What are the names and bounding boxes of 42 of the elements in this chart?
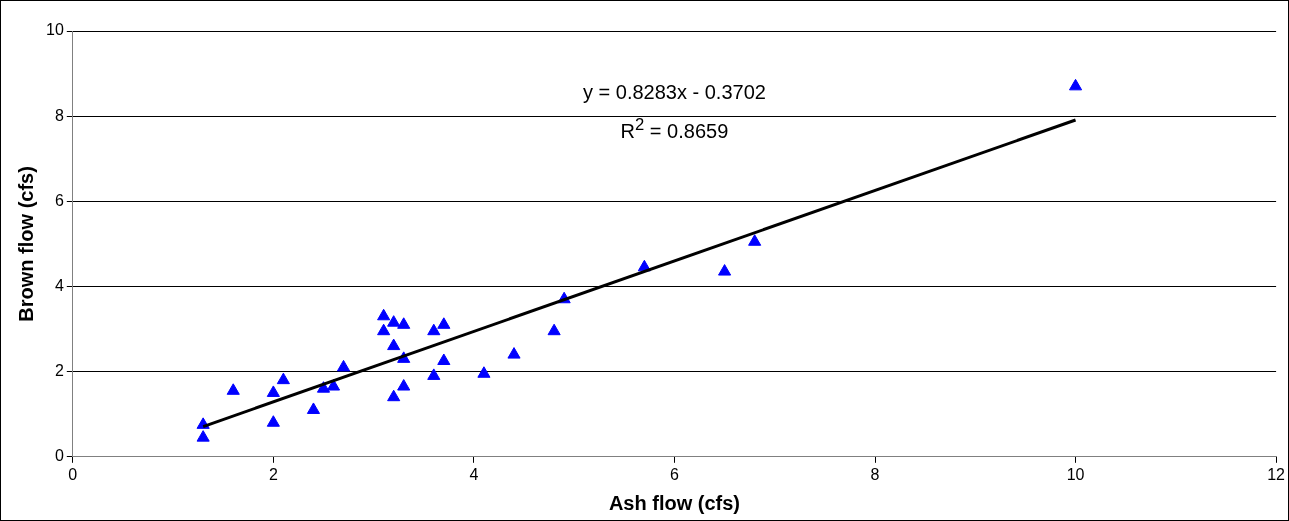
point: [547, 323, 561, 336]
point: [397, 379, 411, 391]
annotation: y = 0.8283x - 0.3702: [582, 81, 766, 104]
point: [377, 308, 391, 321]
point: [477, 366, 491, 378]
point: [266, 415, 280, 427]
point: [748, 234, 762, 246]
point: [437, 317, 451, 329]
point: [387, 338, 401, 351]
point: [387, 389, 401, 402]
y-axis-title: Brown flow (cfs): [14, 166, 37, 322]
point: [427, 323, 441, 336]
point: [1068, 78, 1083, 91]
y-tick-label: 6: [54, 191, 64, 209]
point: [507, 347, 521, 359]
y-tick-label: 4: [54, 276, 64, 294]
point: [226, 383, 240, 395]
point: [718, 264, 732, 276]
annotation: R$^{2}$ = 0.8659: [620, 115, 729, 143]
x-tick-label: 4: [469, 465, 479, 483]
x-tick-label: 12: [1267, 465, 1286, 483]
point: [326, 379, 341, 391]
x-tick-label: 0: [68, 465, 78, 483]
x-tick-label: 2: [268, 465, 278, 483]
point: [336, 359, 351, 372]
x-axis-title: Ash flow (cfs): [608, 491, 741, 514]
point: [266, 385, 280, 397]
x-tick-label: 10: [1066, 465, 1085, 483]
point: [437, 353, 451, 365]
y-tick-label: 0: [54, 447, 64, 465]
y-tick-label: 8: [54, 106, 64, 124]
point: [397, 317, 411, 329]
point: [427, 368, 441, 380]
point: [387, 315, 401, 327]
point: [196, 430, 210, 442]
point: [306, 402, 321, 414]
point: [276, 372, 290, 385]
point: [377, 323, 391, 336]
y-tick-label: 10: [46, 21, 64, 39]
x-tick-label: 6: [670, 465, 679, 483]
x-tick-label: 8: [870, 465, 880, 483]
y-tick-label: 2: [54, 362, 64, 380]
